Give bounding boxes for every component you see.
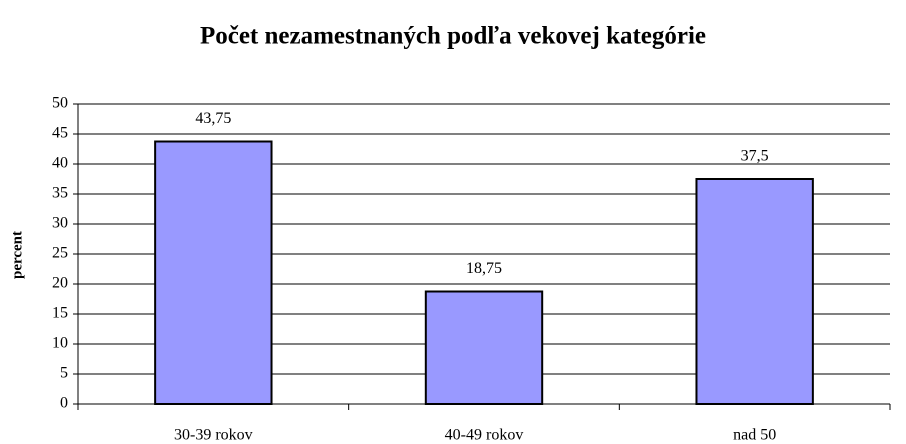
bar (154, 140, 273, 405)
bar (424, 290, 544, 405)
y-tick-label: 50 (52, 95, 68, 112)
y-tick-label: 0 (60, 395, 68, 412)
y-tick-label: 40 (52, 155, 68, 172)
y-tick-label: 25 (52, 245, 68, 262)
data-label: 18,75 (466, 260, 502, 277)
y-axis-label: percent (9, 231, 25, 279)
chart-title: Počet nezamestnaných podľa vekovej kateg… (200, 23, 706, 50)
x-tick-label: 40-49 rokov (445, 427, 524, 444)
data-label: 43,75 (195, 110, 231, 127)
y-tick-label: 5 (60, 365, 68, 382)
data-label: 37,5 (741, 148, 769, 165)
y-tick-label: 35 (52, 185, 68, 202)
x-tick-label: nad 50 (733, 427, 776, 444)
y-tick-label: 45 (52, 125, 68, 142)
y-tick-label: 15 (52, 305, 68, 322)
y-tick-label: 20 (52, 275, 68, 292)
x-tick-label: 30-39 rokov (174, 427, 253, 444)
y-tick-label: 30 (52, 215, 68, 232)
y-tick-label: 10 (52, 335, 68, 352)
bar (695, 178, 814, 405)
